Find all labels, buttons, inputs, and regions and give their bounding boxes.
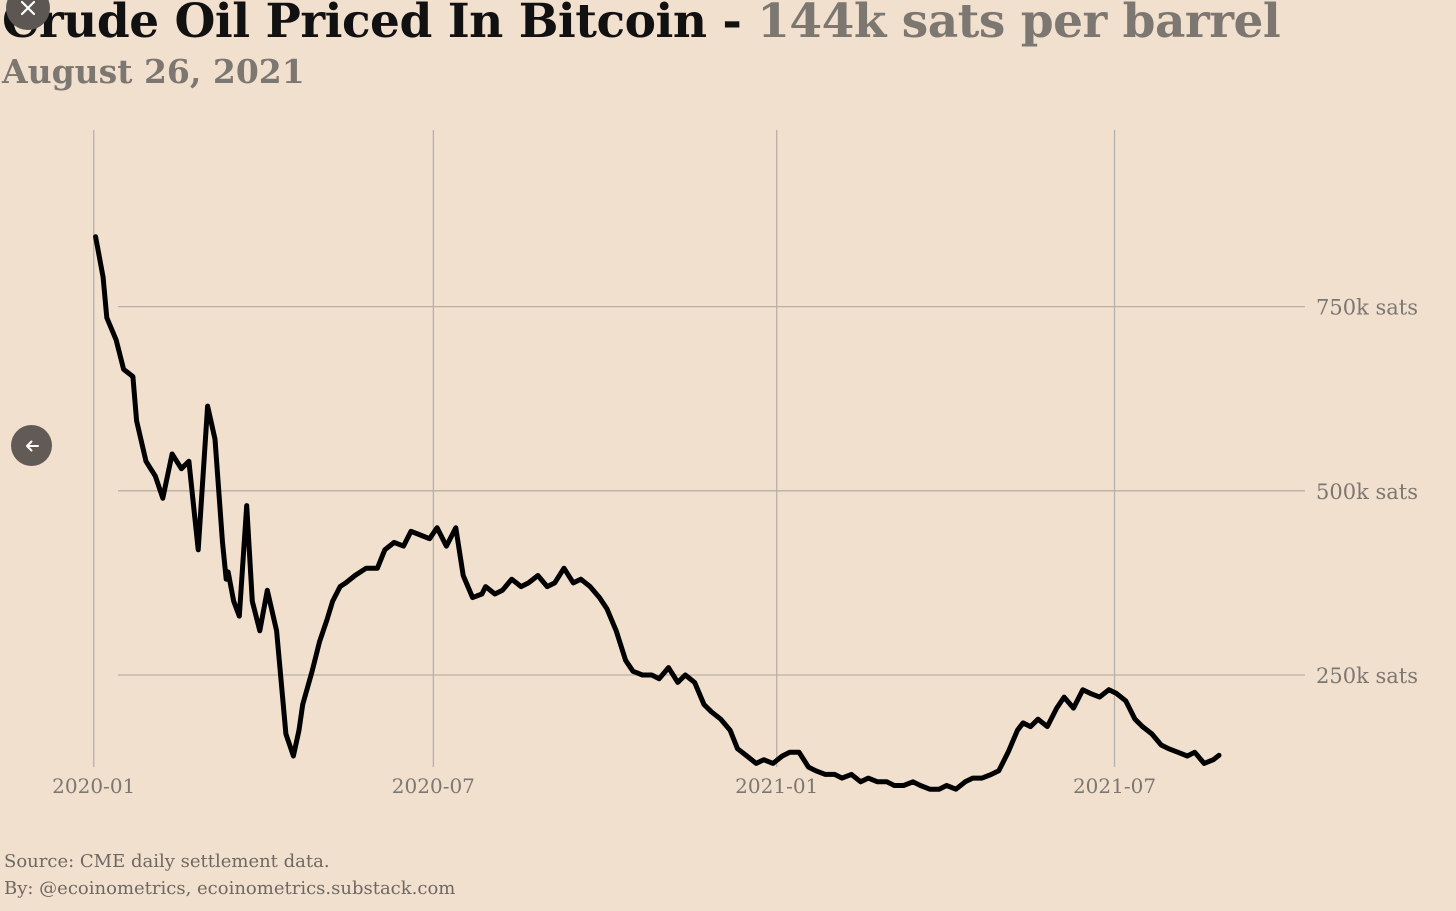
x-axis-ticks: 2020-01 2020-07 2021-01 2021-07: [52, 774, 1156, 798]
y-tick-label: 750k sats: [1316, 296, 1418, 320]
x-tick-label: 2021-01: [735, 774, 818, 798]
page-subtitle: August 26, 2021: [2, 52, 305, 91]
source-note: Source: CME daily settlement data.: [4, 851, 330, 872]
close-icon: [20, 0, 36, 16]
x-tick-label: 2020-01: [52, 774, 135, 798]
price-line: [93, 234, 1222, 792]
y-axis-ticks: 250k sats 500k sats 750k sats: [1316, 296, 1418, 688]
y-tick-label: 500k sats: [1316, 480, 1418, 504]
page-title: Crude Oil Priced In Bitcoin - 144k sats …: [2, 0, 1281, 49]
x-tick-label: 2021-07: [1073, 774, 1156, 798]
x-tick-label: 2020-07: [392, 774, 475, 798]
grid: [93, 130, 1305, 767]
series-group: [93, 234, 1222, 792]
y-tick-label: 250k sats: [1316, 664, 1418, 688]
title-main: Crude Oil Priced In Bitcoin -: [2, 0, 758, 49]
back-button[interactable]: [11, 425, 52, 466]
byline: By: @ecoinometrics, ecoinometrics.substa…: [4, 878, 456, 899]
title-highlight: 144k sats per barrel: [757, 0, 1281, 49]
arrow-left-icon: [25, 440, 39, 451]
